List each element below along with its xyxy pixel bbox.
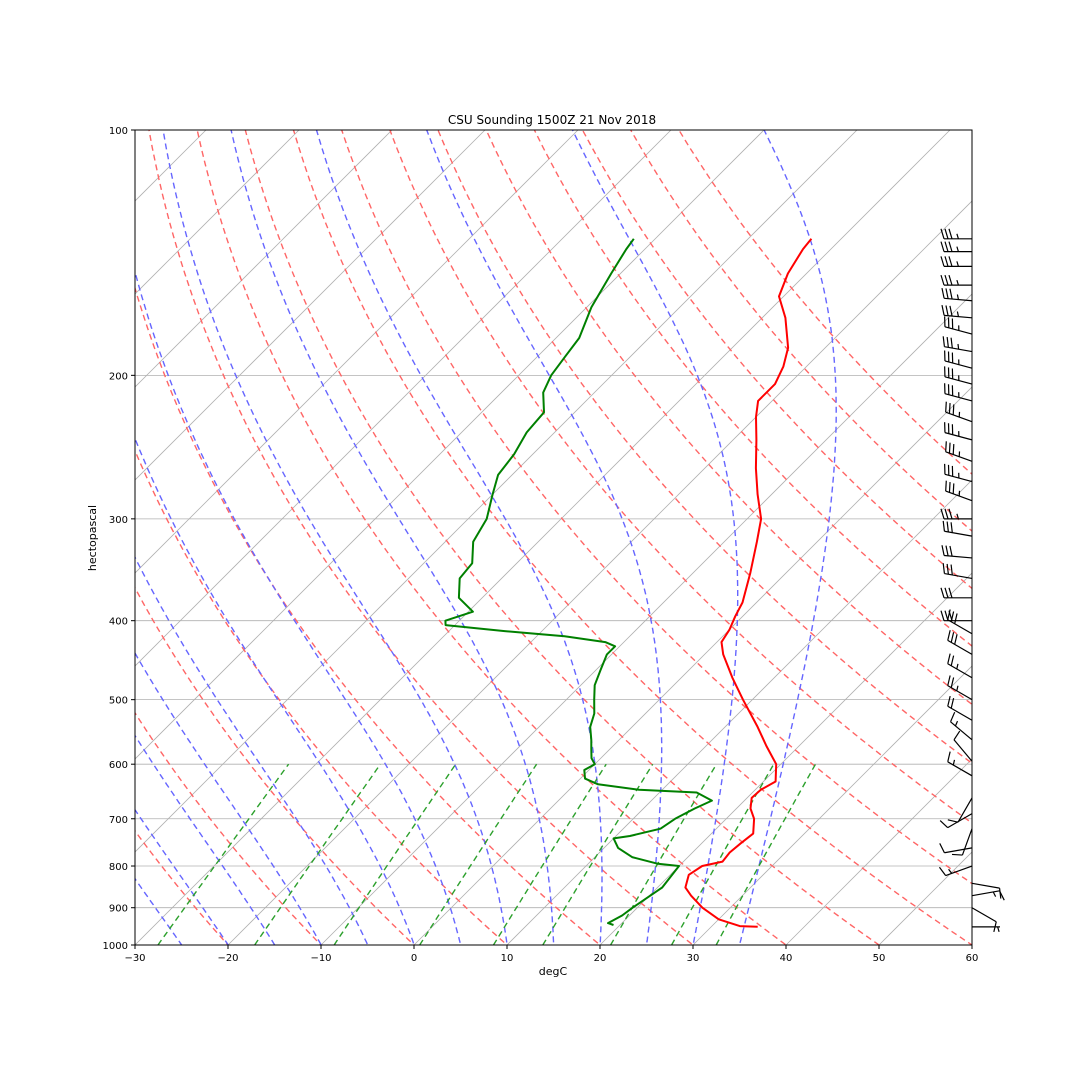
wind-barb-flag [946, 481, 947, 491]
wind-barb-flag [946, 441, 947, 451]
y-tick-label: 900 [109, 904, 128, 915]
y-axis-label: hectopascal [86, 505, 99, 571]
x-tick-label: 10 [501, 953, 514, 964]
wind-barb-flag [949, 403, 950, 413]
wind-barb-flag [946, 402, 947, 412]
x-tick-label: −30 [124, 953, 145, 964]
y-tick-label: 200 [109, 371, 128, 382]
y-tick-label: 600 [109, 760, 128, 771]
y-tick-label: 700 [109, 815, 128, 826]
wind-barb-flag [952, 854, 962, 855]
wind-barb-flag [953, 483, 954, 493]
x-tick-label: 0 [411, 953, 417, 964]
x-axis-label: degC [539, 965, 568, 978]
y-tick-label: 300 [109, 515, 128, 526]
wind-barb-half-flag [958, 344, 959, 349]
chart-title: CSU Sounding 1500Z 21 Nov 2018 [448, 113, 656, 127]
wind-barb-flag [953, 404, 954, 414]
y-tick-label: 100 [109, 126, 128, 137]
wind-barb-flag [949, 443, 950, 453]
y-tick-label: 500 [109, 696, 128, 707]
x-tick-label: 30 [687, 953, 700, 964]
y-tick-label: 1000 [103, 941, 128, 952]
x-tick-label: 60 [966, 953, 979, 964]
x-tick-label: −10 [310, 953, 331, 964]
y-tick-label: 400 [109, 617, 128, 628]
x-tick-label: 20 [594, 953, 607, 964]
x-tick-label: 40 [780, 953, 793, 964]
x-tick-label: 50 [873, 953, 886, 964]
y-tick-label: 800 [109, 862, 128, 873]
wind-barb-flag [949, 482, 950, 492]
x-tick-label: −20 [217, 953, 238, 964]
wind-barb-flag [953, 444, 954, 454]
